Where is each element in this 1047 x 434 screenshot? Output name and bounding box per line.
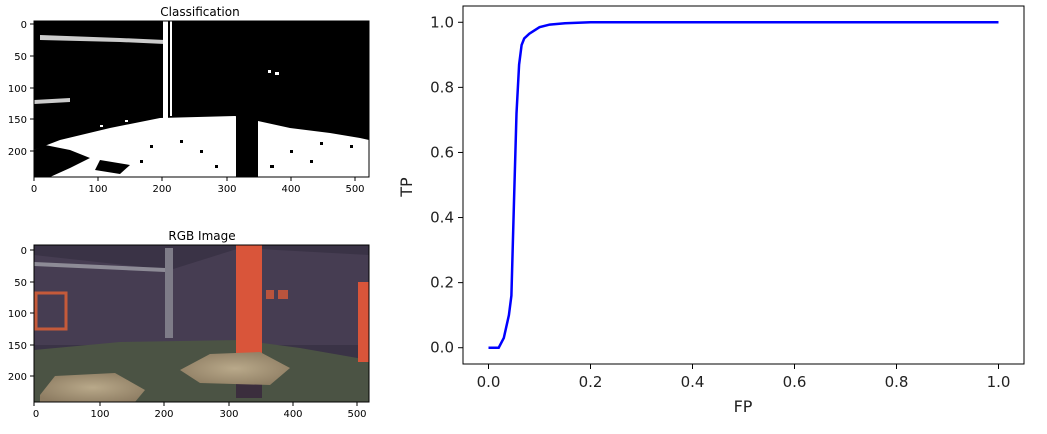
roc-x-tick-label: 0.4	[681, 373, 705, 391]
roc-curve	[488, 21, 999, 349]
rgb-y-tick: 0	[21, 246, 27, 257]
roc-plot-frame	[462, 5, 1025, 365]
rgb-x-tick: 400	[283, 409, 302, 420]
rgb-y-tick: 100	[8, 309, 27, 320]
rgb-x-tick: 0	[33, 409, 39, 420]
roc-x-tick-label: 0.0	[477, 373, 501, 391]
roc-x-tick-label: 0.8	[885, 373, 909, 391]
roc-x-tick-label: 1.0	[987, 373, 1011, 391]
rgb-y-tick: 200	[8, 372, 27, 383]
classification-y-tick: 50	[14, 52, 27, 63]
roc-y-tick-label: 0.8	[430, 78, 454, 96]
roc-y-ticks: 0.0 0.2 0.4 0.6 0.8 1.0	[430, 13, 463, 357]
rgb-x-ticks: 0 100 200 300 400 500	[33, 402, 367, 420]
roc-x-axis-label: FP	[734, 397, 753, 416]
classification-frame	[33, 20, 370, 178]
classification-panel: Classification	[8, 5, 370, 195]
roc-y-tick-label: 0.0	[430, 339, 454, 357]
roc-y-tick-label: 0.4	[430, 209, 454, 227]
rgb-y-tick: 150	[8, 341, 27, 352]
classification-y-ticks: 0 50 100 150 200	[8, 20, 34, 158]
rgb-y-tick: 50	[14, 278, 27, 289]
classification-x-ticks: 0 100 200 300 400 500	[31, 177, 365, 195]
rgb-x-tick: 300	[219, 409, 238, 420]
rgb-y-ticks: 0 50 100 150 200	[8, 246, 34, 383]
rgb-panel: RGB Image 0 100	[8, 229, 370, 420]
rgb-x-tick: 100	[90, 409, 109, 420]
classification-x-tick: 400	[281, 184, 300, 195]
classification-x-tick: 200	[152, 184, 171, 195]
rgb-title: RGB Image	[168, 229, 235, 243]
roc-y-axis-label: TP	[397, 177, 416, 198]
roc-y-tick-label: 1.0	[430, 13, 454, 31]
classification-y-tick: 100	[8, 84, 27, 95]
classification-x-tick: 300	[217, 184, 236, 195]
roc-y-tick-label: 0.6	[430, 143, 454, 161]
roc-x-tick-label: 0.6	[783, 373, 807, 391]
classification-title: Classification	[160, 5, 239, 19]
classification-x-tick: 500	[345, 184, 364, 195]
classification-image	[34, 21, 369, 177]
roc-chart: 0.0 0.2 0.4 0.6 0.8 1.0 0.0 0.2 0.4 0.6 0.8 1.0 FP…	[397, 5, 1025, 416]
roc-x-tick-label: 0.2	[579, 373, 603, 391]
classification-y-tick: 0	[21, 20, 27, 31]
roc-y-tick-label: 0.2	[430, 274, 454, 292]
rgb-image	[34, 245, 369, 402]
rgb-frame	[33, 244, 370, 403]
rgb-x-tick: 500	[347, 409, 366, 420]
classification-x-tick: 0	[31, 184, 37, 195]
classification-y-tick: 150	[8, 115, 27, 126]
roc-x-ticks: 0.0 0.2 0.4 0.6 0.8 1.0	[477, 364, 1011, 391]
rgb-x-tick: 200	[154, 409, 173, 420]
classification-y-tick: 200	[8, 147, 27, 158]
classification-x-tick: 100	[88, 184, 107, 195]
